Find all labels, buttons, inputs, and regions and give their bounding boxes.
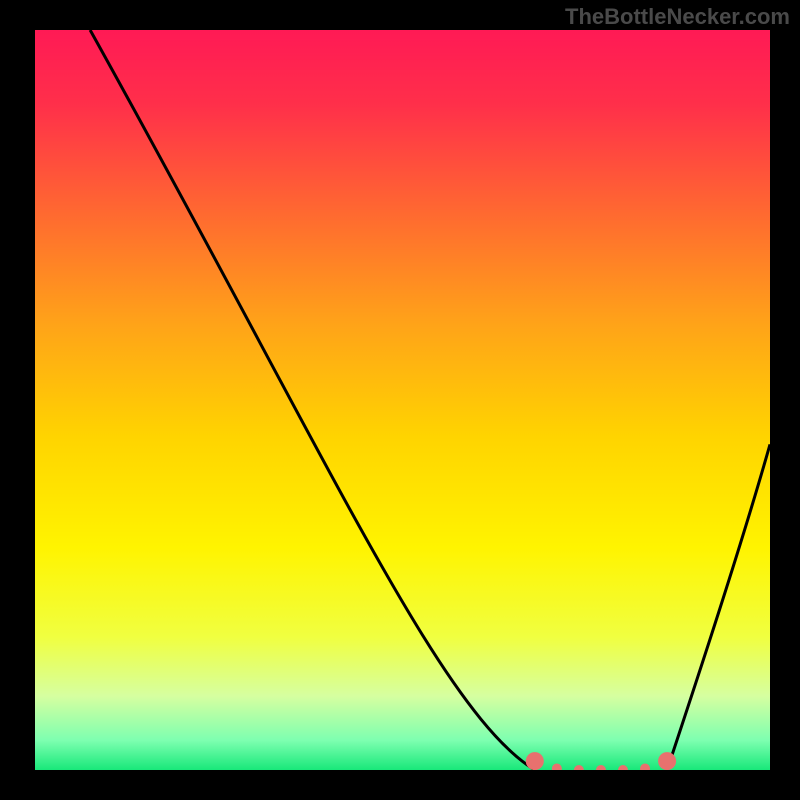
bottleneck-marker [552, 764, 562, 770]
bottleneck-marker [596, 765, 606, 770]
bottleneck-marker [526, 752, 544, 770]
curve-right-branch [667, 444, 770, 770]
bottleneck-marker [618, 765, 628, 770]
plot-area [35, 30, 770, 770]
bottleneck-marker [574, 765, 584, 770]
marker-group [526, 752, 676, 770]
bottleneck-marker [658, 752, 676, 770]
watermark-text: TheBottleNecker.com [565, 4, 790, 30]
gradient-background [35, 30, 770, 770]
curve-layer [35, 30, 770, 770]
bottleneck-marker [640, 764, 650, 770]
curve-left-branch [90, 30, 535, 770]
